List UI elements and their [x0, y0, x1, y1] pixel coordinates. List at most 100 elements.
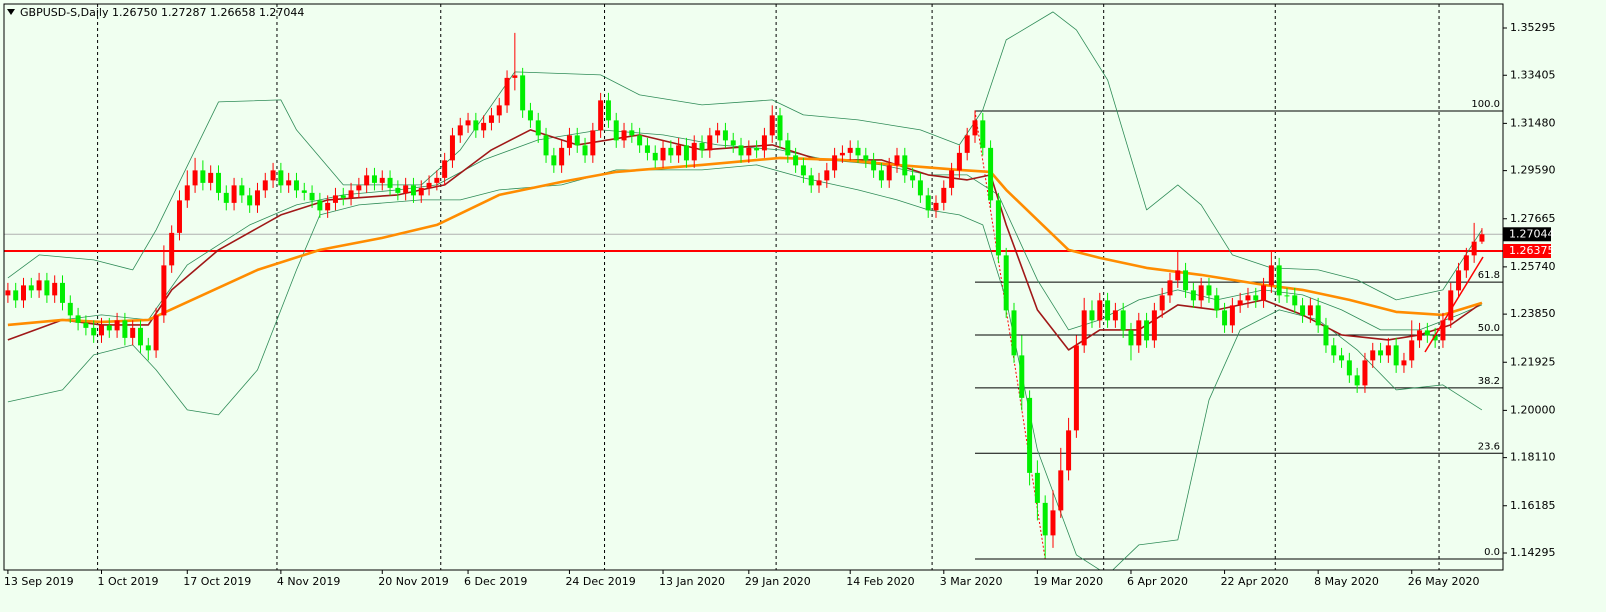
candle-body [1151, 310, 1157, 341]
candle-body [793, 155, 799, 166]
candle-body [644, 145, 650, 153]
fibo-level-label: 0.0 [1484, 547, 1500, 558]
candle-body [933, 202, 939, 211]
candle-body [777, 115, 783, 141]
candle-body [473, 120, 479, 131]
candle-body [1456, 270, 1462, 291]
trend-line [1424, 256, 1484, 353]
candle-body [1292, 295, 1298, 306]
y-tick-label: 1.18110 [1510, 451, 1556, 464]
candle-body [1440, 320, 1446, 341]
candle-body [1432, 335, 1438, 341]
menu-triangle[interactable] [7, 9, 15, 15]
candle-body [457, 125, 463, 136]
candle-body [543, 135, 549, 156]
candle-body [410, 185, 416, 196]
fibo-level-label: 100.0 [1471, 99, 1500, 110]
candle-body [1167, 280, 1173, 296]
candle-body [956, 152, 962, 171]
candle-body [122, 320, 128, 338]
candle-body [1120, 310, 1126, 331]
candle-body [1019, 355, 1025, 398]
candle-body [1245, 295, 1251, 301]
candle-body [1136, 320, 1142, 346]
candle-body [247, 195, 253, 206]
candle-body [348, 190, 354, 198]
candle-body [847, 147, 853, 153]
plot-border [3, 3, 1504, 571]
candle-body [1370, 350, 1376, 361]
candle-body [36, 280, 42, 291]
candle-body [1089, 310, 1095, 321]
candle-body [434, 177, 440, 183]
candle-body [1003, 255, 1009, 311]
candle-body [184, 185, 190, 201]
candle-body [878, 170, 884, 181]
last-price-label: 1.27044 [1509, 227, 1555, 240]
candle-body [1190, 290, 1196, 301]
indicator-line [7, 129, 1483, 351]
candle-body [746, 147, 752, 156]
candle-body [605, 100, 611, 121]
candle-body [980, 120, 986, 148]
candle-body [512, 75, 518, 78]
fibo-level-label: 23.6 [1478, 441, 1500, 452]
candle-body [1222, 310, 1228, 326]
y-tick-label: 1.16185 [1510, 499, 1556, 512]
y-tick-label: 1.21925 [1510, 355, 1556, 368]
candle-body [1011, 310, 1017, 356]
candle-body [169, 232, 175, 266]
candle-body [75, 315, 81, 323]
candle-body [1385, 345, 1391, 356]
candle-body [839, 152, 845, 156]
candle-body [426, 182, 432, 188]
x-tick-label: 13 Jan 2020 [659, 575, 725, 588]
y-tick-label: 1.14295 [1510, 546, 1556, 559]
candle-body [941, 187, 947, 203]
candle-body [145, 345, 151, 351]
candle-body [832, 155, 838, 171]
candle-body [1214, 295, 1220, 311]
candle-body [270, 170, 276, 181]
candle-body [1042, 502, 1048, 536]
x-tick-label: 1 Oct 2019 [97, 575, 158, 588]
x-tick-label: 17 Oct 2019 [183, 575, 251, 588]
candle-body [902, 155, 908, 176]
candle-body [988, 147, 994, 201]
candle-body [21, 285, 26, 301]
candle-body [769, 115, 775, 136]
candle-body [254, 190, 260, 206]
candle-body [317, 200, 323, 211]
x-tick-label: 26 May 2020 [1408, 575, 1480, 588]
candle-body [488, 115, 494, 123]
candle-body [325, 202, 331, 211]
candle-body [652, 152, 658, 161]
candle-body [13, 290, 19, 301]
candle-body [340, 195, 346, 198]
y-tick-label: 1.27665 [1510, 212, 1556, 225]
candle-body [1128, 330, 1134, 346]
candle-body [387, 177, 393, 188]
y-tick-label: 1.31480 [1510, 116, 1556, 129]
candle-body [1448, 290, 1454, 321]
candle-body [621, 130, 627, 141]
candle-body [761, 135, 767, 151]
x-tick-label: 22 Apr 2020 [1221, 575, 1289, 588]
candle-body [403, 185, 409, 193]
indicator-line [7, 164, 1483, 570]
candle-body [231, 185, 237, 203]
x-tick-label: 20 Nov 2019 [378, 575, 448, 588]
candle-body [613, 120, 619, 141]
candle-body [910, 175, 916, 181]
candle-body [707, 135, 713, 151]
candle-body [1346, 360, 1352, 376]
y-tick-label: 1.35295 [1510, 21, 1556, 34]
candle-body [1144, 320, 1150, 341]
candle-body [1362, 360, 1368, 386]
candle-body [496, 105, 502, 116]
candle-body [995, 200, 1001, 256]
candle-body [371, 175, 377, 183]
candle-body [637, 135, 643, 146]
candle-body [722, 130, 728, 141]
